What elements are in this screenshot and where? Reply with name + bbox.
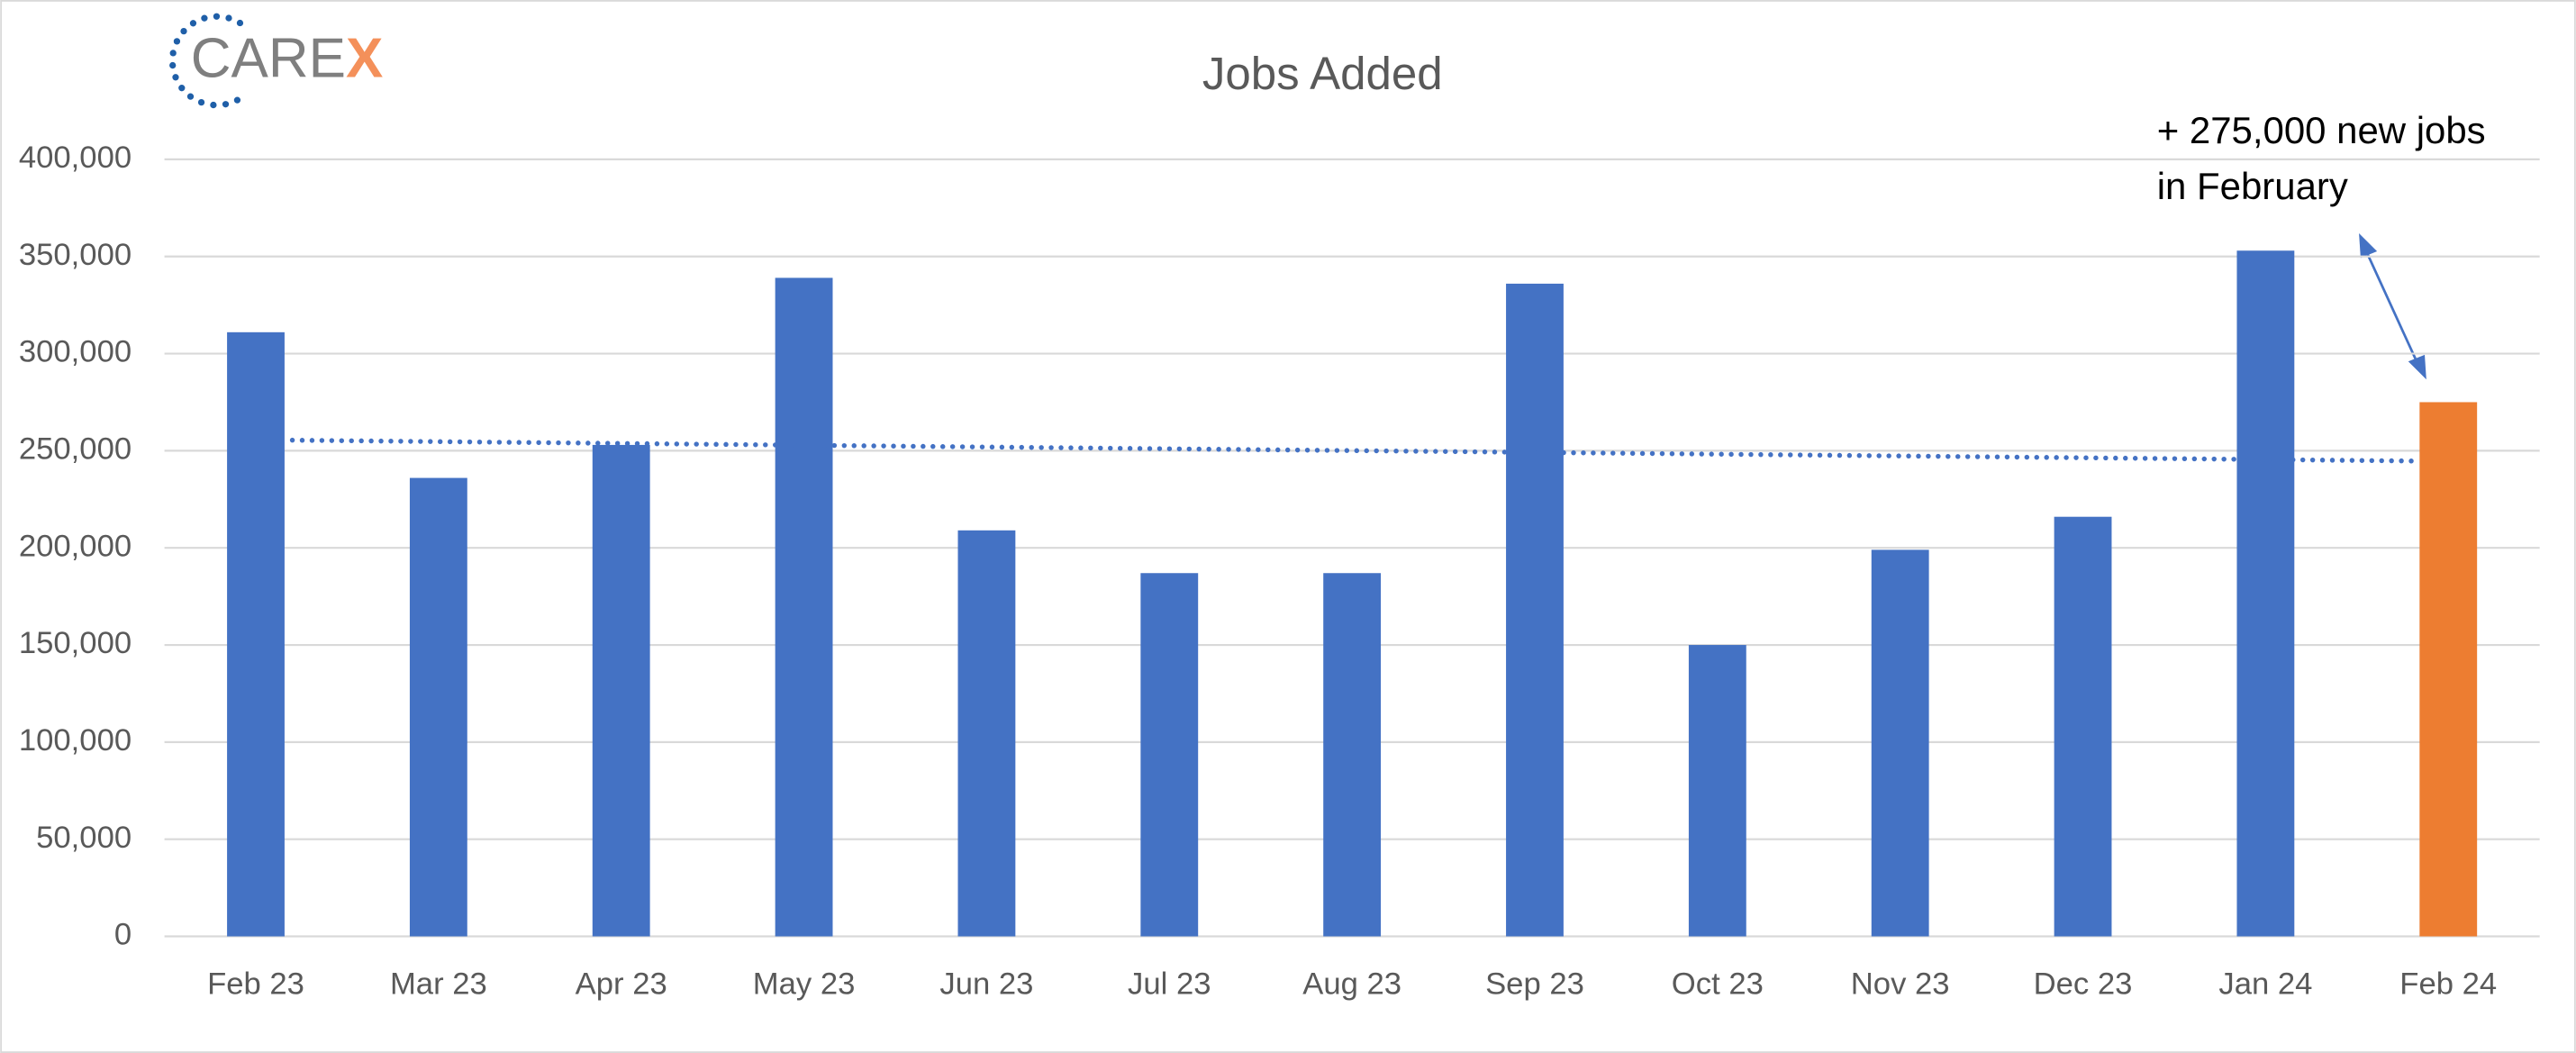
y-tick-label: 100,000 (19, 723, 132, 758)
y-tick-label: 350,000 (19, 238, 132, 272)
bar (1323, 573, 1382, 937)
logo-ring (168, 13, 244, 109)
bar (1871, 549, 1929, 937)
y-tick-label: 400,000 (19, 141, 132, 175)
arrow-head (2408, 354, 2426, 380)
x-tick-label: Aug 23 (1302, 967, 1401, 1001)
arrow-line (2364, 249, 2419, 366)
bar (2419, 402, 2478, 937)
logo-text-x: X (346, 28, 383, 90)
x-tick-label: May 23 (753, 967, 856, 1001)
bar (592, 444, 650, 937)
annotation-arrow (2359, 232, 2426, 380)
x-tick-label: Mar 23 (390, 967, 487, 1001)
bar (227, 331, 285, 937)
bar (1140, 573, 1199, 937)
arrow-head (2359, 232, 2378, 259)
y-tick-label: 300,000 (19, 335, 132, 369)
chart-title: Jobs Added (1202, 48, 1443, 99)
annotation-line: + 275,000 new jobs (2157, 109, 2486, 151)
x-tick-label: Feb 23 (207, 967, 304, 1001)
bar (2236, 250, 2295, 937)
trendline (289, 437, 2415, 464)
bar (2054, 516, 2112, 937)
bar (1688, 645, 1746, 937)
bar (1506, 283, 1564, 937)
logo-text-main: CARE (191, 28, 346, 90)
x-tick-label: Sep 23 (1485, 967, 1584, 1001)
x-tick-label: Jul 23 (1128, 967, 1211, 1001)
annotation-line: in February (2157, 165, 2348, 207)
x-tick-label: Nov 23 (1851, 967, 1950, 1001)
y-tick-label: 50,000 (36, 821, 132, 855)
bar (409, 477, 467, 937)
x-tick-label: Jun 23 (939, 967, 1033, 1001)
y-tick-label: 150,000 (19, 626, 132, 660)
bar (775, 277, 833, 937)
y-tick-label: 0 (114, 918, 132, 952)
y-tick-label: 250,000 (19, 432, 132, 467)
y-tick-label: 200,000 (19, 529, 132, 563)
x-tick-label: Apr 23 (576, 967, 667, 1001)
logo-text: CAREX (191, 28, 384, 90)
logo: CAREX (168, 13, 384, 109)
x-tick-label: Oct 23 (1672, 967, 1764, 1001)
x-tick-label: Dec 23 (2034, 967, 2133, 1001)
x-tick-label: Feb 24 (2399, 967, 2497, 1001)
x-tick-label: Jan 24 (2218, 967, 2312, 1001)
bar (957, 530, 1016, 937)
